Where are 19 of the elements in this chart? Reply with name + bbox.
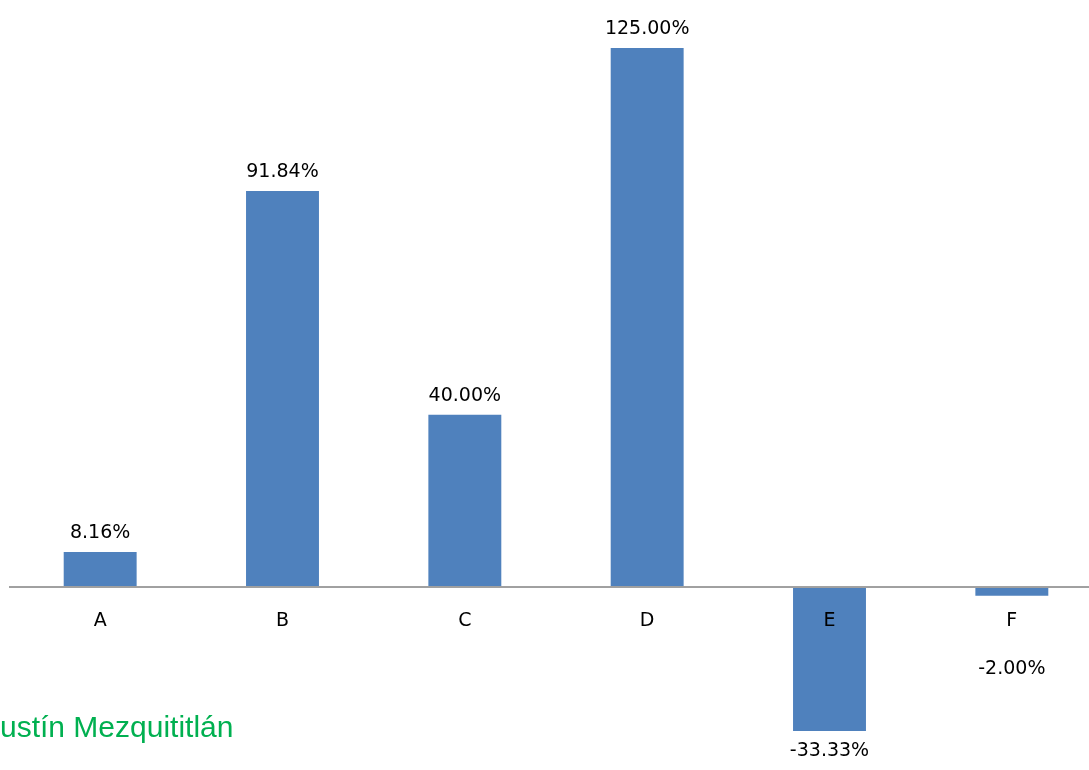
data-label: 125.00% <box>604 16 690 38</box>
bar <box>610 48 684 588</box>
annotation: ustín Mezquititlán <box>0 710 234 743</box>
x-tick-label: E <box>823 608 836 631</box>
data-label: -2.00% <box>978 656 1046 679</box>
bar <box>246 191 319 588</box>
x-tick-label: C <box>458 608 472 631</box>
data-label: 8.16% <box>69 520 131 543</box>
bar <box>428 414 502 588</box>
x-tick-label: D <box>639 608 655 631</box>
data-label: -33.33% <box>789 738 870 760</box>
data-label: 40.00% <box>428 382 502 405</box>
x-tick-label: A <box>93 608 107 631</box>
bar <box>975 587 1049 596</box>
x-tick-label: F <box>1006 608 1018 631</box>
data-label: 91.84% <box>246 159 319 182</box>
x-tick-label: B <box>275 608 290 631</box>
bar <box>63 552 137 588</box>
bar <box>793 587 866 731</box>
